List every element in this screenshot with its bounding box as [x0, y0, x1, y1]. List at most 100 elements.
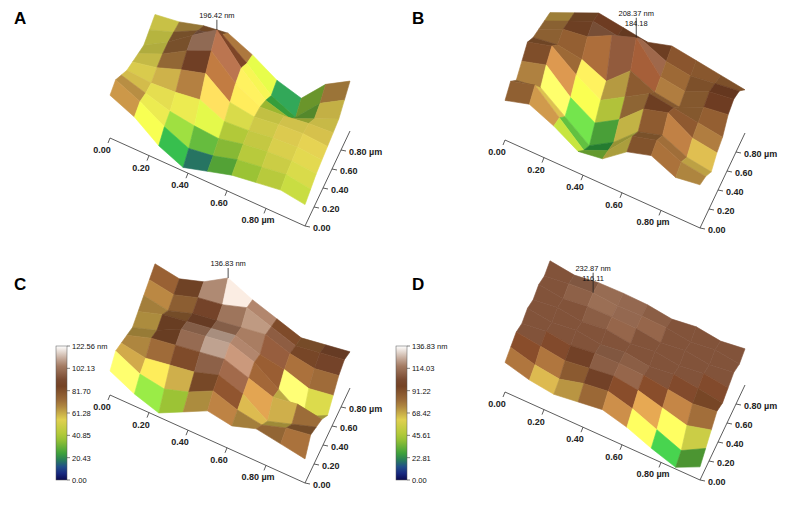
y-tick-label: 0.00 — [313, 480, 331, 490]
y-tick — [700, 228, 705, 229]
x-tick — [542, 410, 544, 415]
x-tick — [225, 191, 227, 196]
peak-label: 232.87 nm — [575, 264, 610, 273]
x-tick — [620, 445, 622, 450]
y-tick — [305, 226, 310, 227]
y-tick — [332, 426, 337, 427]
x-tick-label: 0.60 — [210, 455, 228, 465]
y-tick — [718, 442, 723, 443]
y-tick-label: 0.00 — [313, 223, 331, 233]
peak-annotation: 136.83 nm — [210, 259, 245, 278]
x-tick-label: 0.60 — [605, 200, 623, 210]
surface-cell — [138, 296, 168, 315]
surface-cell — [676, 162, 706, 185]
peak-label: 196.42 nm — [199, 11, 234, 20]
panel: 0.000.200.400.600.80 µm0.000.200.400.600… — [14, 259, 382, 490]
y-tick-label: 0.20 — [322, 461, 340, 471]
x-tick-label: 0.00 — [93, 145, 111, 155]
y-tick-label: 0.40 — [331, 185, 349, 195]
x-tick — [147, 413, 149, 418]
colorbar-tick-label: 20.43 — [72, 454, 91, 463]
x-tick-label: 0.80 µm — [636, 217, 669, 227]
colorbar-tick — [407, 412, 410, 413]
surface-cell — [232, 410, 262, 429]
surface — [505, 261, 745, 468]
colorbar-tick — [407, 435, 410, 436]
surface-cell — [110, 80, 140, 117]
y-tick — [700, 480, 705, 481]
y-tick-label: 0.20 — [322, 204, 340, 214]
x-tick-label: 0.40 — [171, 180, 189, 190]
x-axis-line — [505, 140, 700, 228]
x-tick-label: 0.20 — [132, 163, 150, 173]
colorbar: 0.0022.8145.6168.4291.22114.03136.83 nm — [396, 342, 447, 485]
panel-title: A — [14, 9, 26, 28]
y-tick — [323, 188, 328, 189]
y-tick-label: 0.60 — [340, 423, 358, 433]
x-tick — [542, 158, 544, 163]
x-tick — [108, 395, 110, 400]
y-tick-label: 0.80 µm — [744, 149, 777, 159]
panel-title: D — [412, 275, 424, 294]
colorbar-tick — [407, 390, 410, 391]
colorbar-tick — [67, 413, 70, 414]
y-tick-label: 0.80 µm — [349, 404, 382, 414]
surface-cell — [281, 428, 311, 459]
y-tick — [709, 461, 714, 462]
y-tick-label: 0.00 — [708, 225, 726, 235]
y-tick-label: 0.20 — [717, 458, 735, 468]
y-tick — [341, 150, 346, 151]
x-tick — [659, 210, 661, 215]
x-tick-label: 0.00 — [93, 402, 111, 412]
surface — [505, 13, 745, 185]
y-tick — [736, 152, 741, 153]
colorbar-tick — [67, 346, 70, 347]
y-tick — [314, 207, 319, 208]
surface-cell — [159, 127, 189, 168]
colorbar-tick-label: 114.03 — [412, 364, 434, 373]
peak-annotation: 208.37 nm184.18 — [619, 9, 654, 38]
panel: 0.000.200.400.600.80 µm0.000.200.400.600… — [396, 261, 777, 487]
peak-label: 208.37 nm — [619, 9, 654, 18]
x-tick-label: 0.80 µm — [241, 472, 274, 482]
colorbar-tick — [407, 368, 410, 369]
y-tick-label: 0.40 — [331, 442, 349, 452]
colorbar-tick — [67, 480, 70, 481]
y-tick — [341, 407, 346, 408]
surface-cell — [685, 76, 715, 92]
y-tick-label: 0.40 — [726, 439, 744, 449]
surface — [110, 14, 350, 204]
y-tick-label: 0.60 — [735, 420, 753, 430]
surface-cell — [651, 140, 681, 177]
panel-title: C — [14, 275, 26, 294]
x-tick — [108, 138, 110, 143]
y-tick — [332, 169, 337, 170]
y-tick — [727, 423, 732, 424]
x-tick — [659, 462, 661, 467]
surface-cell — [110, 351, 140, 394]
y-tick-label: 0.60 — [735, 168, 753, 178]
y-tick-label: 0.80 µm — [744, 401, 777, 411]
colorbar-scale — [56, 346, 67, 480]
y-tick — [736, 404, 741, 405]
x-tick-label: 0.00 — [488, 147, 506, 157]
colorbar-tick-label: 102.13 — [72, 364, 95, 373]
surface-cell — [625, 71, 655, 97]
x-tick-label: 0.40 — [566, 434, 584, 444]
surface-cell — [687, 404, 717, 430]
x-tick — [581, 175, 583, 180]
y-tick — [323, 445, 328, 446]
surface-cell — [603, 136, 633, 158]
colorbar-tick-label: 61.28 — [72, 409, 91, 418]
colorbar-tick-label: 22.81 — [412, 454, 431, 463]
x-tick-label: 0.40 — [566, 182, 584, 192]
peak-label: 116.11 — [582, 274, 604, 283]
colorbar: 0.0020.4340.8561.2881.70102.13122.56 nm — [56, 342, 107, 485]
colorbar-tick — [67, 390, 70, 391]
peak-label: 136.83 nm — [210, 259, 245, 268]
peak-annotation: 196.42 nm — [199, 11, 234, 30]
x-tick — [186, 430, 188, 435]
y-tick — [718, 190, 723, 191]
x-tick-label: 0.00 — [488, 399, 506, 409]
colorbar-tick-label: 40.85 — [72, 431, 91, 440]
